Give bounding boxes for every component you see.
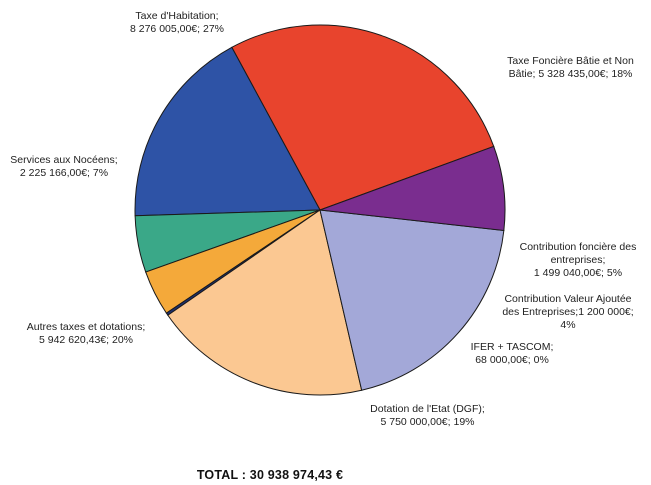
label-autres: Autres taxes et dotations; 5 942 620,43€…	[26, 321, 146, 346]
pie-slice-5	[167, 209, 363, 396]
label-dgf: Dotation de l'Etat (DGF); 5 750 000,00€;…	[370, 403, 485, 428]
pie-slice-6	[319, 209, 505, 391]
pie-slice-0	[231, 24, 495, 211]
label-cfe: Contribution foncière des entreprises; 1…	[519, 241, 637, 279]
pie-slice-1	[134, 46, 321, 217]
label-ifer: IFER + TASCOM; 68 000,00€; 0%	[470, 341, 554, 366]
label-taxe-fonciere: Taxe Foncière Bâtie et Non Bâtie; 5 328 …	[507, 55, 634, 80]
total-label: TOTAL : 30 938 974,43 €	[196, 468, 344, 482]
label-services: Services aux Nocéens; 2 225 166,00€; 7%	[10, 154, 118, 179]
pie-slice-7	[319, 145, 506, 232]
label-taxe-habitation: Taxe d'Habitation; 8 276 005,00€; 27%	[130, 10, 224, 35]
label-cvae: Contribution Valeur Ajoutée des Entrepri…	[502, 293, 634, 331]
